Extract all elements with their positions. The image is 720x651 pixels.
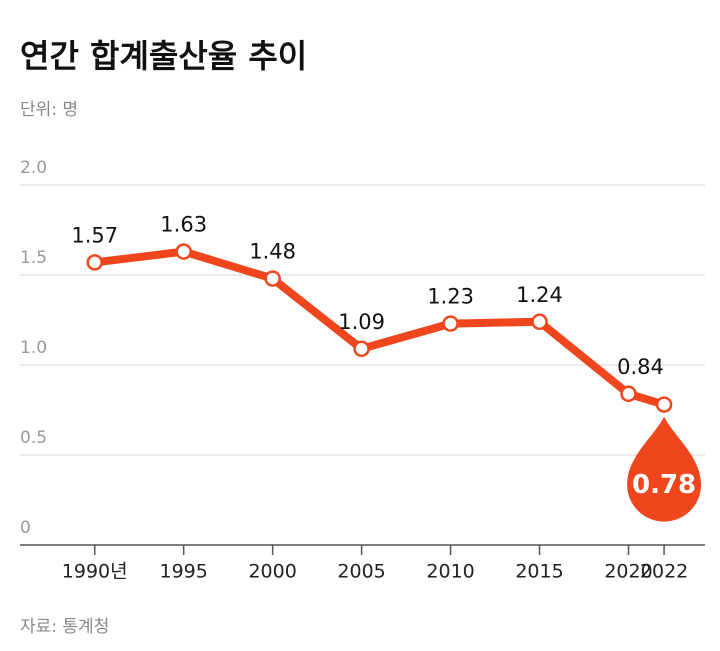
- x-tick-label: 2010: [426, 561, 474, 583]
- point: [264, 270, 281, 287]
- x-tick-label: 2020: [604, 561, 652, 583]
- unit-label: 단위: 명: [20, 100, 78, 120]
- chart-title: 연간 합계출산율 추이: [20, 37, 307, 75]
- value-label: 1.48: [249, 240, 296, 264]
- value-label: 1.63: [160, 213, 207, 237]
- x-tick-label: 2022: [640, 561, 688, 583]
- callout-drop: [627, 416, 702, 522]
- point: [353, 340, 370, 358]
- value-label: 0.78: [632, 470, 696, 500]
- point: [175, 243, 192, 260]
- point: [531, 313, 548, 331]
- point: [620, 385, 637, 403]
- value-label: 1.23: [427, 285, 474, 309]
- x-tick-label: 1995: [160, 561, 208, 583]
- point: [86, 254, 103, 271]
- y-tick-label: 1.0: [20, 338, 47, 358]
- x-tick-label: 2000: [248, 561, 296, 583]
- line: [90, 247, 669, 409]
- point: [442, 315, 459, 332]
- value-label: 1.24: [516, 283, 563, 307]
- value-label: 1.57: [71, 223, 118, 247]
- value-label: 0.84: [617, 355, 664, 379]
- x-tick-label: 1990년: [62, 561, 128, 583]
- y-tick-label: 1.5: [20, 248, 47, 268]
- point: [655, 396, 673, 413]
- x-tick-label: 2005: [337, 561, 385, 583]
- y-tick-label: 0.5: [20, 428, 47, 448]
- value-label: 1.09: [338, 310, 385, 334]
- source: 자료: 통계청: [20, 617, 109, 637]
- y-tick-label: 0: [20, 518, 31, 538]
- x-tick-label: 2015: [515, 561, 563, 583]
- y-tick-label: 2.0: [20, 158, 47, 178]
